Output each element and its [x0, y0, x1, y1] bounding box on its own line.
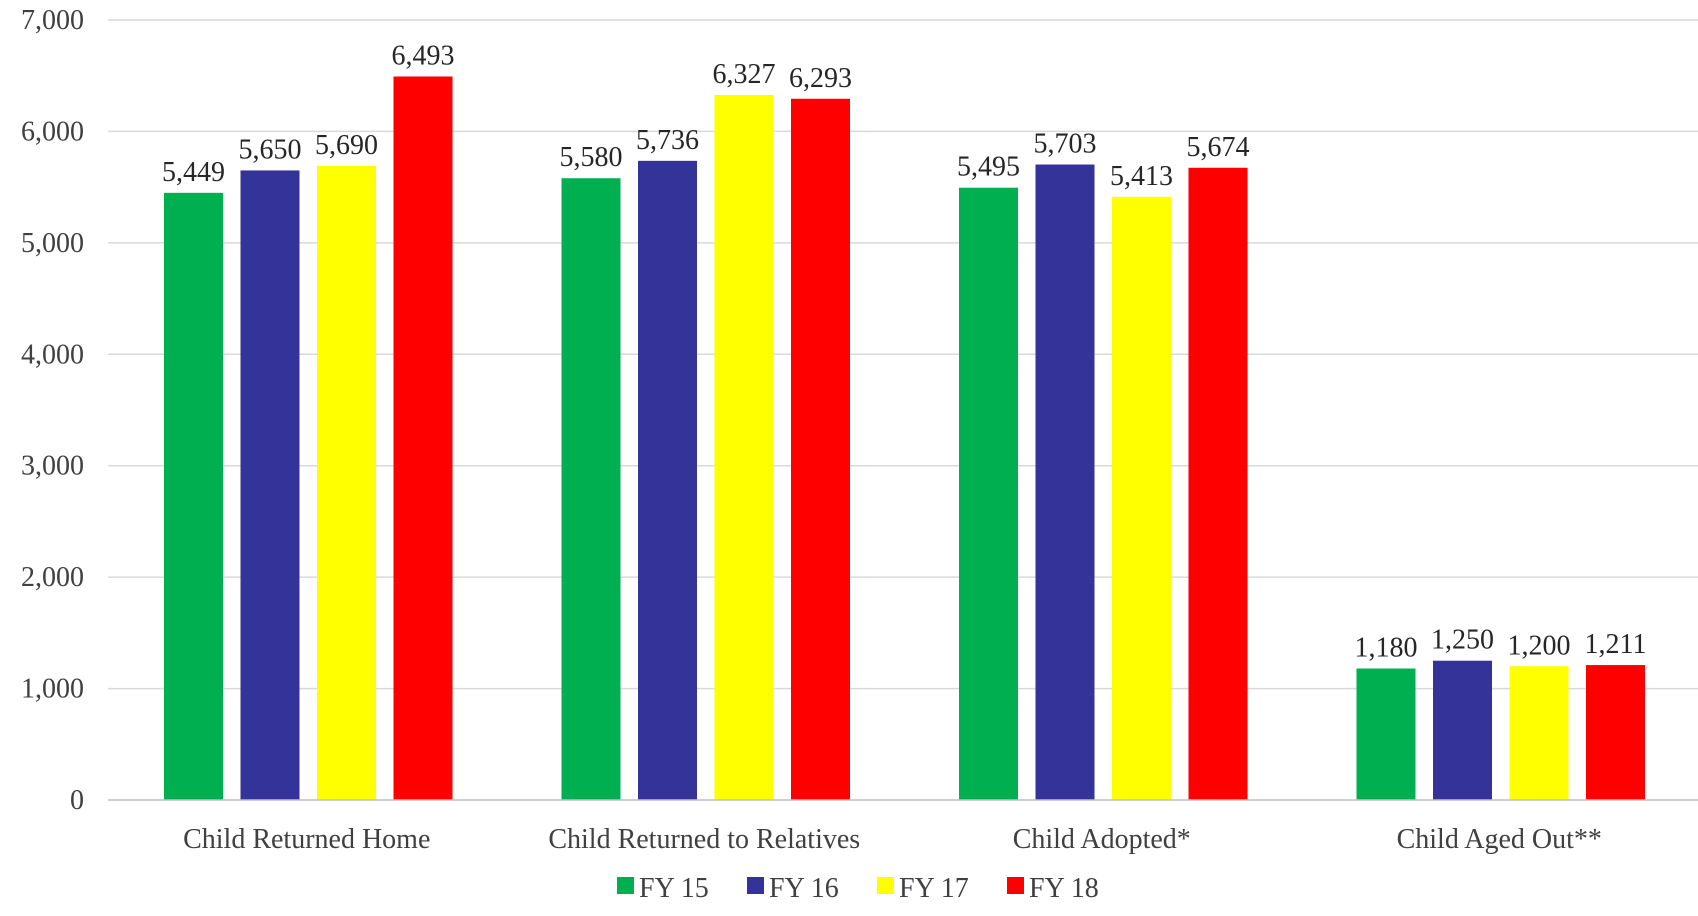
legend-swatch — [747, 877, 764, 894]
legend-swatch — [617, 877, 634, 894]
data-label: 5,690 — [315, 130, 378, 161]
y-tick-label: 3,000 — [21, 451, 84, 482]
data-label: 5,736 — [636, 125, 699, 156]
bar-fy-17 — [1509, 666, 1569, 800]
category-label: Child Returned to Relatives — [548, 824, 860, 855]
data-label: 1,211 — [1585, 629, 1647, 660]
data-labels: 5,449 5,650 5,690 6,493 5,580 5,736 6,327 6,293… — [162, 40, 1646, 663]
y-tick-label: 4,000 — [21, 339, 84, 370]
legend-label: FY 16 — [769, 873, 839, 904]
data-label: 6,293 — [789, 63, 852, 94]
legend-swatch — [877, 877, 894, 894]
data-label: 1,180 — [1355, 633, 1418, 664]
legend-label: FY 17 — [899, 873, 969, 904]
y-tick-label: 6,000 — [21, 116, 84, 147]
bar-fy-16 — [240, 170, 300, 800]
bar-fy-16 — [1035, 164, 1095, 801]
bar-fy-16 — [1433, 660, 1492, 800]
bar-fy-18 — [393, 76, 453, 801]
data-label: 5,703 — [1034, 129, 1097, 160]
y-axis-tick-labels: 0 1,000 2,000 3,000 4,000 5,000 6,000 7,000 — [21, 5, 84, 816]
bar-fy-18 — [791, 98, 850, 800]
y-tick-label: 1,000 — [21, 674, 84, 705]
data-label: 5,580 — [560, 142, 623, 173]
data-label: 5,495 — [957, 152, 1020, 183]
data-label: 1,250 — [1431, 625, 1494, 656]
data-label: 6,493 — [392, 40, 455, 71]
data-label: 5,449 — [162, 157, 225, 188]
bar-fy-15 — [164, 192, 223, 801]
bar-fy-15 — [959, 187, 1018, 800]
category-label: Child Returned Home — [183, 824, 430, 855]
legend: FY 15 FY 16 FY 17 FY 18 — [617, 873, 1099, 904]
data-label: 1,200 — [1508, 630, 1571, 661]
legend-label: FY 15 — [639, 873, 709, 904]
bar-fy-18 — [1586, 665, 1645, 800]
data-label: 5,650 — [239, 134, 302, 165]
bar-fy-15 — [1356, 668, 1416, 800]
bar-fy-16 — [638, 160, 697, 801]
y-tick-label: 7,000 — [21, 5, 84, 36]
data-label: 6,327 — [713, 59, 776, 90]
legend-label: FY 18 — [1029, 873, 1099, 904]
data-label: 5,413 — [1110, 161, 1173, 192]
y-tick-label: 0 — [70, 785, 84, 816]
bar-fy-17 — [1112, 196, 1171, 800]
y-tick-label: 5,000 — [21, 228, 84, 259]
bar-fy-17 — [714, 94, 774, 800]
category-label: Child Adopted* — [1013, 824, 1191, 855]
bars — [164, 76, 1645, 801]
category-label: Child Aged Out** — [1397, 824, 1602, 855]
data-label: 5,674 — [1187, 132, 1250, 163]
bar-fy-18 — [1188, 167, 1248, 801]
legend-swatch — [1007, 877, 1024, 894]
bar-fy-15 — [561, 178, 621, 800]
bar-fy-17 — [317, 165, 376, 800]
category-labels: Child Returned Home Child Returned to Rel… — [183, 824, 1602, 855]
y-tick-label: 2,000 — [21, 562, 84, 593]
